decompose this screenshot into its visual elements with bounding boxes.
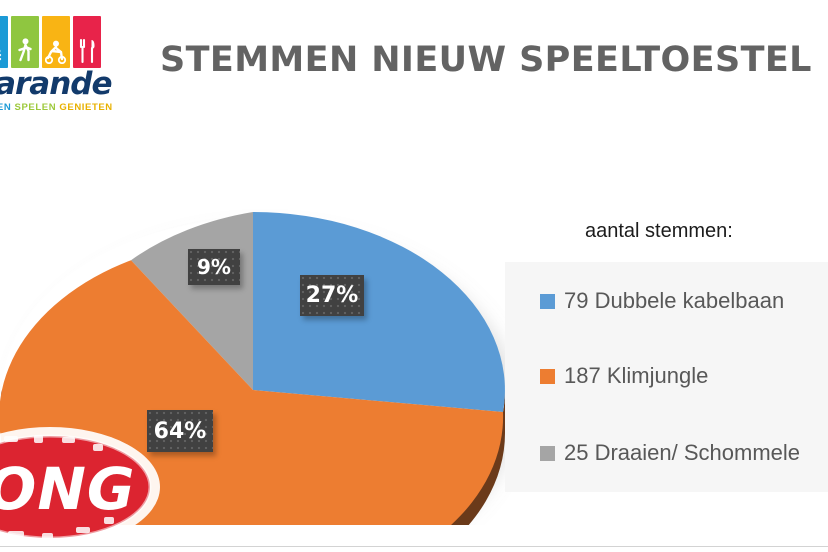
legend-label: 187 Klimjungle bbox=[564, 363, 709, 388]
cycling-icon bbox=[42, 16, 70, 68]
logo-wordmark: Warande bbox=[0, 66, 113, 102]
pie-label-dubbele-kabelbaan: 27% bbox=[300, 275, 364, 316]
legend-swatch-blue bbox=[540, 293, 555, 309]
legend-item-klimjungle[interactable]: 187 Klimjungle bbox=[540, 363, 708, 389]
swimming-icon bbox=[0, 16, 8, 68]
legend-item-dubbele-kabelbaan[interactable]: 79 Dubbele kabelbaan bbox=[540, 288, 784, 314]
pie-label-draaien-schommelen: 9% bbox=[188, 249, 240, 285]
dining-icon bbox=[73, 16, 101, 68]
legend-label: 79 Dubbele kabelbaan bbox=[564, 288, 785, 313]
jong-stamp-text: JONG bbox=[0, 455, 136, 523]
pie-slice-dubbele-kabelbaan bbox=[253, 212, 505, 412]
legend-swatch-gray bbox=[540, 445, 555, 461]
logo-tagline-part-3: GENIETEN bbox=[59, 102, 113, 113]
legend-heading: aantal stemmen: bbox=[585, 220, 733, 242]
logo-icon-bars bbox=[0, 16, 101, 68]
logo-tagline-part-1: BEWEGEN bbox=[0, 102, 12, 113]
page-title: STEMMEN NIEUW SPEELTOESTEL bbox=[160, 40, 812, 80]
legend-panel: 79 Dubbele kabelbaan 187 Klimjungle 25 D… bbox=[505, 262, 828, 492]
walking-icon bbox=[11, 16, 39, 68]
legend-swatch-orange bbox=[540, 368, 555, 384]
bottom-divider bbox=[0, 546, 828, 547]
warande-logo: Warande BEWEGEN SPELEN GENIETEN bbox=[0, 16, 130, 113]
legend-item-draaien-schommelen[interactable]: 25 Draaien/ Schommele bbox=[540, 440, 800, 466]
pie-label-klimjungle: 64% bbox=[147, 410, 213, 452]
legend-label: 25 Draaien/ Schommele bbox=[564, 440, 801, 465]
logo-tagline: BEWEGEN SPELEN GENIETEN bbox=[0, 102, 113, 113]
jong-stamp: JONG bbox=[0, 425, 163, 550]
logo-tagline-part-2: SPELEN bbox=[14, 102, 57, 113]
